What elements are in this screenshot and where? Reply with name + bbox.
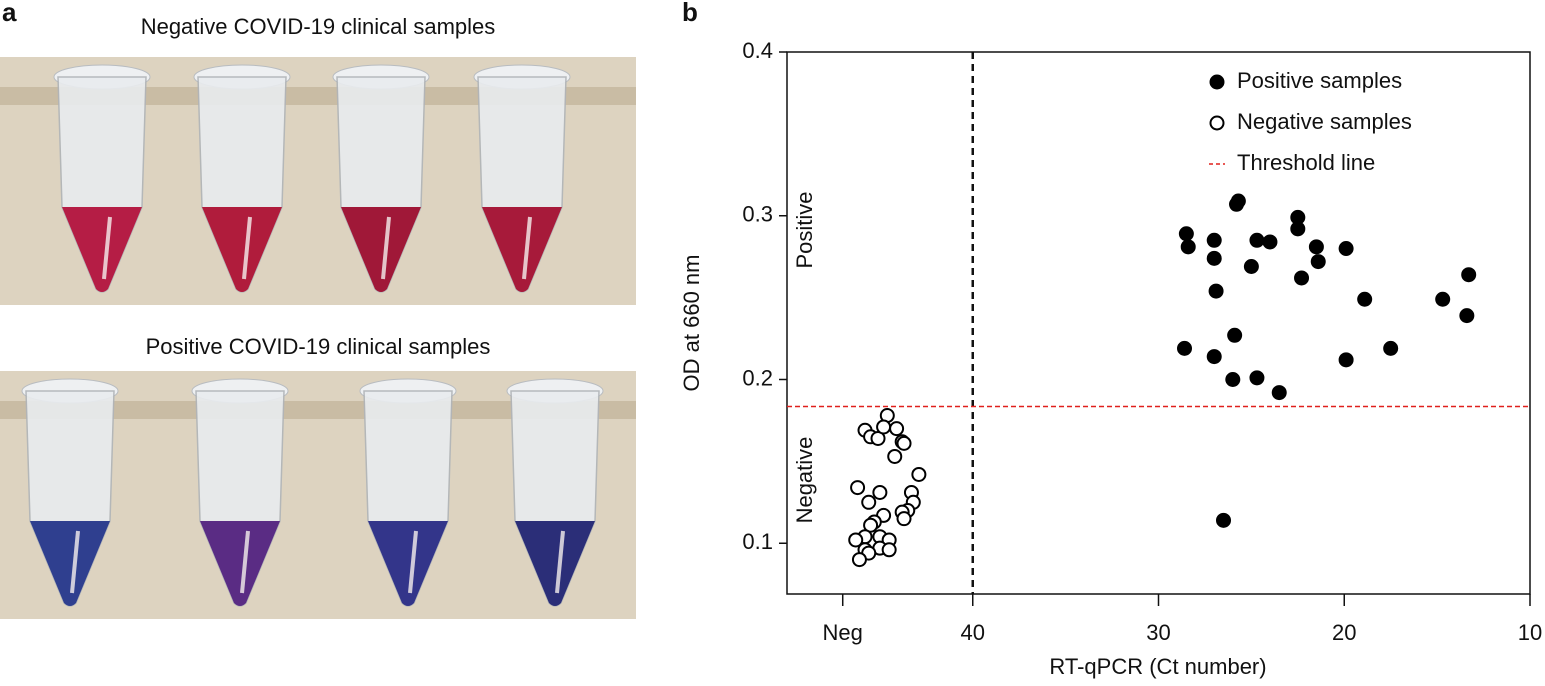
data-point — [1249, 232, 1265, 248]
photo-caption: Negative COVID-19 clinical samples — [141, 14, 496, 39]
legend-label: Threshold line — [1237, 150, 1375, 175]
data-point — [1216, 512, 1232, 528]
data-point — [1357, 291, 1373, 307]
data-point — [889, 421, 905, 437]
data-point — [1383, 340, 1399, 356]
data-point — [876, 419, 892, 435]
legend-label: Positive samples — [1237, 68, 1402, 93]
data-point — [896, 435, 912, 451]
y-axis-title: OD at 660 nm — [679, 255, 704, 392]
tube-liquid — [62, 207, 142, 292]
photo-caption: Positive COVID-19 clinical samples — [146, 334, 491, 359]
data-point — [1310, 254, 1326, 270]
tube-highlight — [240, 530, 250, 594]
data-point — [872, 484, 888, 500]
data-point — [1225, 371, 1241, 387]
photo-shelf — [0, 87, 636, 105]
data-point — [848, 532, 864, 548]
data-point — [1338, 240, 1354, 256]
y-tick-label: 0.4 — [742, 38, 773, 63]
data-point — [1461, 267, 1477, 283]
x-tick-label: 40 — [961, 620, 985, 645]
tube-highlight — [102, 216, 112, 280]
data-point — [851, 552, 867, 568]
tube-liquid — [30, 521, 110, 606]
data-point — [1338, 352, 1354, 368]
tube-liquid — [515, 521, 595, 606]
data-point — [1206, 349, 1222, 365]
data-point — [1290, 221, 1306, 237]
data-point — [1230, 193, 1246, 209]
tube-highlight — [408, 530, 418, 594]
data-point — [1227, 327, 1243, 343]
data-point — [1243, 259, 1259, 275]
annotation: Positive — [792, 191, 817, 268]
annotation: Negative — [792, 437, 817, 524]
tube-liquid — [341, 207, 421, 292]
data-point — [1459, 308, 1475, 324]
x-tick-label: Neg — [823, 620, 863, 645]
x-axis-title: RT-qPCR (Ct number) — [1049, 654, 1266, 679]
data-point — [1435, 291, 1451, 307]
data-point — [850, 480, 866, 496]
data-point — [1206, 232, 1222, 248]
tube-highlight — [381, 216, 391, 280]
photo-shelf — [0, 401, 636, 419]
data-point — [1177, 340, 1193, 356]
tube-highlight — [70, 530, 80, 594]
legend-marker — [1209, 115, 1225, 131]
data-point — [1262, 234, 1278, 250]
panel-label: a — [2, 0, 17, 27]
data-point — [1180, 239, 1196, 255]
x-tick-label: 20 — [1332, 620, 1356, 645]
data-point — [1178, 226, 1194, 242]
y-tick-label: 0.3 — [742, 202, 773, 227]
y-tick-label: 0.2 — [742, 365, 773, 390]
panel-label: b — [682, 0, 698, 27]
data-point — [887, 448, 903, 464]
tube-liquid — [200, 521, 280, 606]
data-point — [1206, 250, 1222, 266]
x-tick-label: 10 — [1518, 620, 1542, 645]
data-point — [1294, 270, 1310, 286]
data-point — [861, 494, 877, 510]
data-point — [896, 511, 912, 527]
tube-highlight — [522, 216, 532, 280]
tube-liquid — [482, 207, 562, 292]
tube-liquid — [202, 207, 282, 292]
legend-label: Negative samples — [1237, 109, 1412, 134]
tube-liquid — [368, 521, 448, 606]
data-point — [881, 542, 897, 558]
x-tick-label: 30 — [1146, 620, 1170, 645]
data-point — [1271, 385, 1287, 401]
data-point — [911, 466, 927, 482]
tube-highlight — [555, 530, 565, 594]
data-point — [1249, 370, 1265, 386]
data-point — [1308, 239, 1324, 255]
tube-highlight — [242, 216, 252, 280]
legend-marker — [1209, 74, 1225, 90]
y-tick-label: 0.1 — [742, 529, 773, 554]
photos — [0, 57, 636, 619]
data-point — [1208, 283, 1224, 299]
